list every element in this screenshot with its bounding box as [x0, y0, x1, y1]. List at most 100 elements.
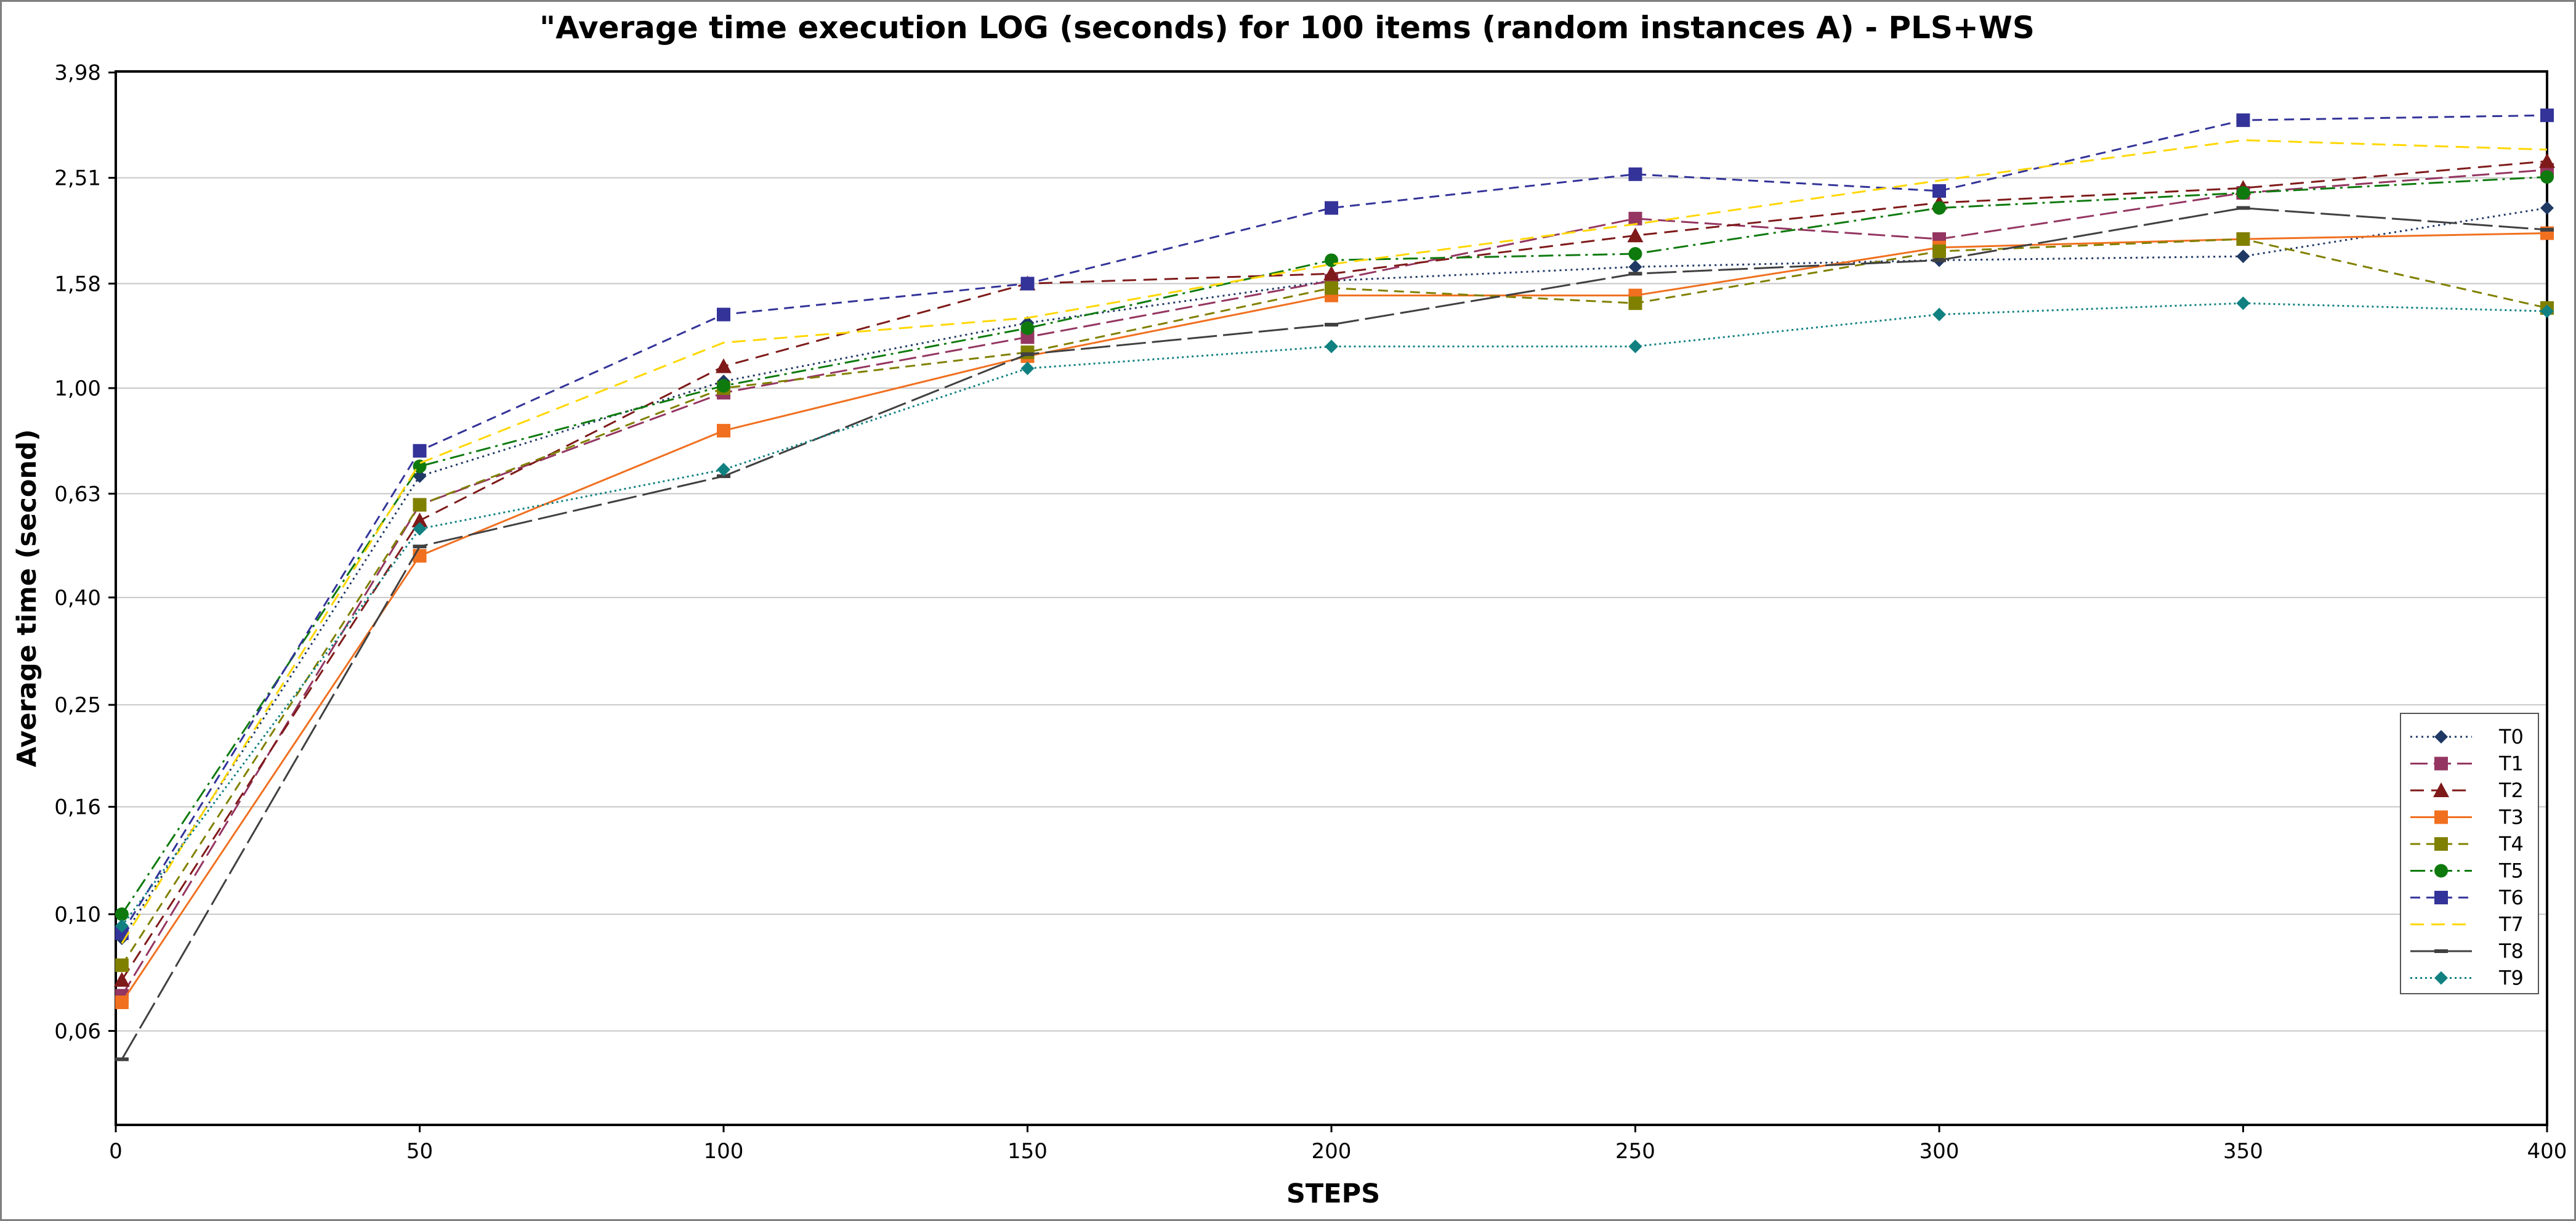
legend-item: T1: [2410, 752, 2524, 776]
series-t5: [115, 170, 2554, 921]
data-point: [2434, 757, 2448, 771]
legend: T0 T1 T2 T3 T4 T5 T6 T7 T8 T9: [2400, 713, 2539, 994]
legend-label: T8: [2498, 939, 2524, 963]
series-t8: [115, 206, 2554, 1061]
data-point: [1325, 339, 1338, 354]
data-point: [2433, 782, 2449, 797]
legend-label: T4: [2498, 832, 2524, 856]
data-point: [2236, 296, 2250, 310]
data-point: [413, 522, 427, 536]
data-point: [115, 958, 129, 972]
data-point: [413, 469, 427, 484]
legend-label: T7: [2498, 913, 2524, 936]
data-point: [1325, 323, 1338, 327]
data-point: [2236, 186, 2250, 200]
data-point: [2236, 206, 2250, 210]
data-point: [1628, 246, 1642, 261]
data-point: [1628, 296, 1642, 310]
chart-title: "Average time execution LOG (seconds) fo…: [539, 10, 2035, 46]
data-point: [411, 513, 428, 528]
series-line: [121, 207, 2548, 1060]
series-layer: [113, 108, 2555, 1061]
data-point: [1932, 258, 1946, 262]
data-point: [1020, 321, 1035, 335]
data-point: [1627, 227, 1644, 243]
y-tick-label: 0,63: [54, 482, 101, 506]
y-axis-title: Average time (second): [12, 429, 42, 768]
series-t0: [115, 201, 2554, 946]
legend-item: T7: [2410, 913, 2524, 936]
data-point: [717, 463, 730, 477]
data-point: [115, 919, 129, 933]
data-point: [716, 358, 732, 373]
data-point: [1325, 201, 1338, 215]
data-point: [2540, 304, 2554, 318]
data-point: [2540, 201, 2554, 215]
y-tick-label: 0,16: [54, 795, 101, 820]
x-tick-label: 50: [406, 1139, 433, 1164]
data-point: [1628, 167, 1642, 181]
data-point: [115, 996, 129, 1010]
data-point: [1325, 253, 1338, 267]
data-point: [2434, 837, 2448, 851]
x-tick-label: 250: [1615, 1139, 1655, 1164]
data-point: [413, 498, 427, 512]
legend-item: T0: [2410, 725, 2524, 748]
data-point: [717, 379, 730, 393]
legend-label: T6: [2498, 886, 2524, 909]
y-tick-label: 0,40: [54, 586, 101, 610]
data-point: [717, 307, 730, 322]
data-point: [2540, 227, 2554, 232]
series-line: [121, 207, 2548, 939]
x-tick-label: 150: [1007, 1139, 1048, 1164]
x-tick-label: 300: [1920, 1139, 1960, 1164]
data-point: [1323, 266, 1339, 281]
legend-label: T1: [2498, 752, 2524, 776]
data-point: [2434, 971, 2448, 985]
legend-item: T4: [2410, 832, 2524, 856]
series-t7: [121, 139, 2548, 944]
legend-item: T5: [2410, 859, 2524, 883]
data-point: [2434, 730, 2448, 744]
data-point: [2236, 113, 2250, 128]
series-t9: [115, 296, 2554, 933]
data-point: [2434, 891, 2448, 904]
legend-label: T9: [2498, 967, 2524, 990]
data-point: [115, 1057, 129, 1061]
data-point: [1932, 201, 1946, 215]
x-tick-label: 0: [109, 1139, 123, 1164]
legend-label: T2: [2498, 779, 2524, 802]
y-tick-label: 1,00: [54, 376, 101, 401]
series-line: [121, 169, 2548, 997]
series-t2: [113, 153, 2555, 987]
data-point: [1628, 339, 1642, 354]
data-point: [1628, 260, 1642, 274]
data-point: [1020, 352, 1035, 356]
data-point: [113, 972, 130, 987]
series-line: [121, 302, 2548, 927]
legend-item: T8: [2410, 939, 2524, 963]
legend-label: T5: [2498, 859, 2524, 883]
y-tick-label: 2,51: [54, 166, 101, 191]
y-tick-label: 1,58: [54, 272, 101, 296]
data-point: [1628, 211, 1642, 225]
x-axis-title: STEPS: [1286, 1178, 1380, 1209]
data-point: [2434, 864, 2448, 878]
series-line: [121, 139, 2548, 944]
data-point: [1325, 281, 1338, 295]
y-tick-label: 0,10: [54, 903, 101, 927]
series-line: [121, 114, 2548, 934]
data-point: [2540, 108, 2554, 123]
series-line: [121, 160, 2548, 981]
data-point: [2539, 153, 2555, 168]
data-point: [2434, 949, 2448, 953]
legend-label: T0: [2498, 725, 2524, 748]
legend-label: T3: [2498, 806, 2524, 829]
x-tick-label: 200: [1312, 1139, 1352, 1164]
gridlines: [116, 177, 2547, 1032]
data-point: [115, 907, 129, 921]
x-axis: 0 50 100 150 200 250 300 350 400: [109, 1125, 2567, 1164]
legend-item: T2: [2410, 779, 2524, 802]
